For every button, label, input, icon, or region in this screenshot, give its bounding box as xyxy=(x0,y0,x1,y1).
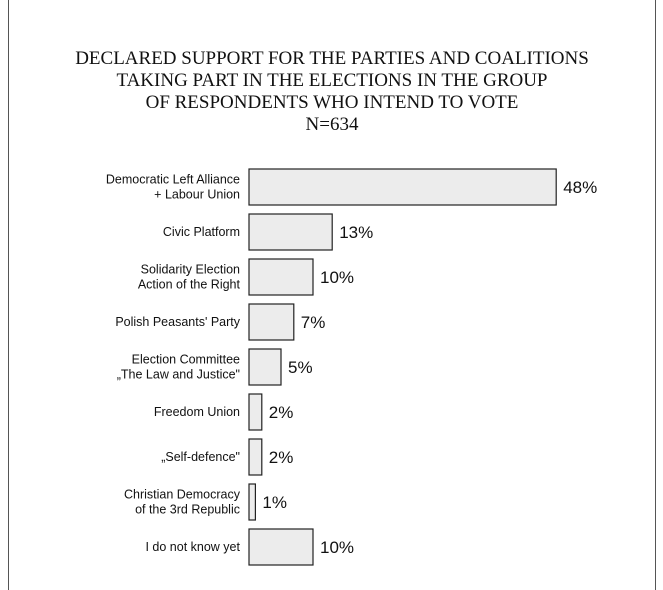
bar-5 xyxy=(248,393,263,431)
category-label-2-line-0: Solidarity Election xyxy=(141,263,240,277)
category-label-4-line-1: „The Law and Justice" xyxy=(117,368,240,382)
bar-4 xyxy=(248,348,282,386)
category-label-1: Civic Platform xyxy=(163,225,240,239)
category-label-5: Freedom Union xyxy=(154,405,240,419)
bar-8 xyxy=(248,528,314,566)
value-label-2: 10% xyxy=(320,268,354,287)
value-label-4: 5% xyxy=(288,358,313,377)
bar-7 xyxy=(248,483,257,521)
title-line-3: OF RESPONDENTS WHO INTEND TO VOTE xyxy=(145,92,519,113)
category-label-0-line-0: Democratic Left Alliance xyxy=(106,173,240,187)
category-label-7-line-1: of the 3rd Republic xyxy=(135,503,240,517)
category-label-6: „Self-defence" xyxy=(161,450,240,464)
category-label-3: Polish Peasants' Party xyxy=(115,315,240,329)
category-label-8: I do not know yet xyxy=(145,540,240,554)
value-label-5: 2% xyxy=(269,403,294,422)
category-label-7-line-0: Christian Democracy xyxy=(124,488,241,502)
chart-frame xyxy=(8,0,656,590)
title-line-2: TAKING PART IN THE ELECTIONS IN THE GROU… xyxy=(116,70,548,91)
category-label-2-line-1: Action of the Right xyxy=(138,278,241,292)
bar-1 xyxy=(248,213,333,251)
title-line-1: DECLARED SUPPORT FOR THE PARTIES AND COA… xyxy=(75,48,589,69)
value-label-6: 2% xyxy=(269,448,294,467)
title-line-4: N=634 xyxy=(305,114,359,135)
value-label-0: 48% xyxy=(563,178,597,197)
value-label-1: 13% xyxy=(339,223,373,242)
category-label-4-line-0: Election Committee xyxy=(132,353,240,367)
category-label-0-line-1: + Labour Union xyxy=(154,188,240,202)
value-label-3: 7% xyxy=(301,313,326,332)
bar-3 xyxy=(248,303,295,341)
bar-2 xyxy=(248,258,314,296)
chart-title: DECLARED SUPPORT FOR THE PARTIES AND COA… xyxy=(8,48,656,136)
bar-6 xyxy=(248,438,263,476)
bar-0 xyxy=(248,168,557,206)
value-label-8: 10% xyxy=(320,538,354,557)
value-label-7: 1% xyxy=(262,493,287,512)
